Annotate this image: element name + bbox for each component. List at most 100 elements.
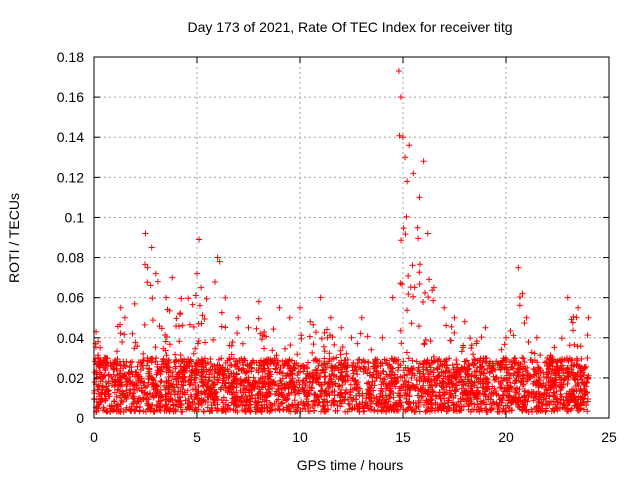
roti-background-point: [464, 400, 471, 407]
roti-background-point: [425, 386, 432, 393]
roti-background-point: [565, 408, 572, 415]
roti-data-point: [424, 230, 431, 237]
roti-background-point: [201, 315, 208, 322]
roti-background-point: [106, 393, 113, 400]
roti-background-point: [489, 400, 496, 407]
roti-background-point: [222, 294, 229, 301]
roti-background-point: [294, 388, 301, 395]
roti-background-point: [406, 393, 413, 400]
roti-background-point: [427, 379, 434, 386]
roti-background-point: [513, 384, 520, 391]
roti-background-point: [329, 365, 336, 372]
roti-background-point: [430, 297, 437, 304]
roti-background-point: [314, 358, 321, 365]
roti-background-point: [441, 390, 448, 397]
roti-data-point: [148, 244, 155, 251]
roti-background-point: [198, 378, 205, 385]
roti-background-point: [190, 350, 197, 357]
roti-background-point: [364, 358, 371, 365]
roti-background-point: [326, 380, 333, 387]
roti-background-point: [315, 362, 322, 369]
roti-background-point: [323, 360, 330, 367]
roti-background-point: [463, 388, 470, 395]
roti-background-point: [354, 340, 361, 347]
roti-data-point: [430, 284, 437, 291]
roti-background-point: [206, 371, 213, 378]
roti-data-point: [441, 304, 448, 311]
roti-background-point: [392, 383, 399, 390]
roti-background-point: [564, 369, 571, 376]
roti-background-point: [478, 334, 485, 341]
roti-background-point: [226, 362, 233, 369]
roti-background-point: [310, 341, 317, 348]
roti-data-point: [144, 264, 151, 271]
roti-background-point: [252, 408, 259, 415]
roti-background-point: [547, 352, 554, 359]
roti-background-point: [259, 405, 266, 412]
roti-background-point: [193, 359, 200, 366]
roti-data-point: [338, 324, 345, 331]
roti-background-point: [297, 363, 304, 370]
roti-background-point: [424, 357, 431, 364]
roti-background-point: [209, 407, 216, 414]
roti-background-point: [532, 393, 539, 400]
roti-background-point: [219, 364, 226, 371]
roti-background-point: [330, 372, 337, 379]
roti-data-point: [255, 298, 262, 305]
roti-background-point: [520, 372, 527, 379]
roti-background-point: [493, 391, 500, 398]
roti-background-point: [370, 371, 377, 378]
roti-background-point: [100, 407, 107, 414]
roti-background-point: [172, 357, 179, 364]
roti-background-point: [561, 356, 568, 363]
roti-background-point: [542, 384, 549, 391]
roti-background-point: [171, 391, 178, 398]
roti-background-point: [119, 338, 126, 345]
roti-background-point: [337, 373, 344, 380]
roti-background-point: [126, 369, 133, 376]
roti-background-point: [524, 364, 531, 371]
y-tick-label: 0.06: [57, 290, 84, 306]
roti-background-point: [477, 405, 484, 412]
roti-data-point: [286, 314, 293, 321]
roti-background-point: [361, 407, 368, 414]
roti-background-point: [247, 401, 254, 408]
roti-background-point: [470, 351, 477, 358]
roti-background-point: [103, 383, 110, 390]
roti-background-point: [320, 343, 327, 350]
roti-background-point: [275, 402, 282, 409]
roti-background-point: [251, 378, 258, 385]
roti-data-point: [152, 270, 159, 277]
roti-background-point: [211, 279, 218, 286]
roti-background-point: [434, 365, 441, 372]
roti-background-point: [444, 364, 451, 371]
roti-background-point: [136, 408, 143, 415]
roti-background-point: [284, 392, 291, 399]
roti-background-point: [315, 376, 322, 383]
roti-background-point: [327, 375, 334, 382]
roti-background-point: [238, 367, 245, 374]
roti-background-point: [382, 380, 389, 387]
x-tick-label: 5: [193, 429, 201, 445]
roti-background-point: [448, 323, 455, 330]
roti-background-point: [298, 332, 305, 339]
roti-background-point: [301, 380, 308, 387]
roti-background-point: [519, 375, 526, 382]
roti-background-point: [345, 396, 352, 403]
roti-background-point: [446, 377, 453, 384]
roti-background-point: [332, 408, 339, 415]
roti-background-point: [195, 320, 202, 327]
roti-background-point: [378, 381, 385, 388]
roti-background-point: [178, 295, 185, 302]
roti-background-point: [543, 395, 550, 402]
roti-background-point: [286, 362, 293, 369]
roti-background-point: [550, 398, 557, 405]
roti-background-point: [513, 377, 520, 384]
roti-background-point: [402, 383, 409, 390]
roti-background-point: [528, 349, 535, 356]
roti-background-point: [400, 367, 407, 374]
roti-background-point: [403, 213, 410, 220]
roti-background-point: [95, 355, 102, 362]
roti-background-point: [403, 378, 410, 385]
roti-background-point: [149, 317, 156, 324]
